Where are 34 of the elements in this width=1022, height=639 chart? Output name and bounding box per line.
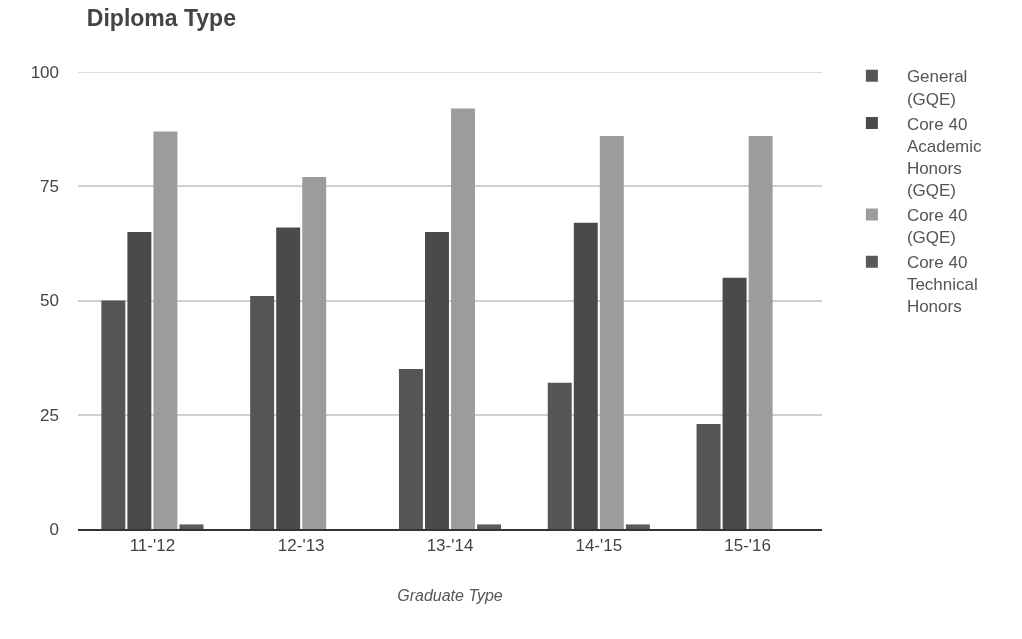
x-tick-label: 15-'16 (724, 536, 771, 556)
bar (696, 423, 721, 529)
x-tick-label: 11-'12 (129, 536, 176, 556)
x-axis-title: Graduate Type (397, 586, 503, 604)
legend-label: General (GQE) (906, 67, 968, 109)
x-tick-label: 14-'15 (575, 536, 623, 556)
bar (398, 369, 423, 529)
bar (599, 135, 624, 529)
legend-label: Core 40 (GQE) (906, 206, 968, 248)
bar (179, 524, 204, 529)
bar (573, 222, 598, 529)
legend-label: Core 40 Academic Honors (GQE) (906, 114, 983, 200)
bar (153, 131, 178, 529)
bar (748, 135, 773, 529)
y-tick-label: 50 (40, 291, 59, 311)
y-tick-label: 0 (49, 519, 59, 539)
bar (451, 108, 475, 529)
bar (477, 524, 502, 529)
bar (127, 231, 152, 529)
y-tick-label: 75 (40, 177, 59, 197)
chart-title: Diploma Type (86, 4, 236, 31)
bar (547, 382, 572, 529)
legend-label: Core 40 Technical Honors (906, 253, 978, 317)
bar (101, 300, 126, 529)
bar (425, 231, 449, 529)
bar (250, 295, 275, 529)
bar (625, 524, 650, 529)
x-tick-label: 12-'13 (277, 536, 325, 556)
y-tick-label: 25 (40, 405, 59, 425)
y-tick-label: 100 (30, 62, 59, 82)
bar (276, 227, 301, 529)
bar (302, 177, 327, 529)
bar (722, 277, 747, 529)
x-tick-label: 13-'14 (426, 536, 474, 556)
